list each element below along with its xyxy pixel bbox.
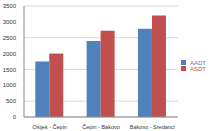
html-text:ASDT: ASDT	[190, 65, 206, 72]
svg-text:Čepin - Bakovo: Čepin - Bakovo	[82, 124, 120, 130]
svg-text:2000: 2000	[8, 51, 17, 57]
svg-text:500: 500	[8, 98, 17, 104]
svg-text:3000: 3000	[8, 19, 17, 25]
svg-text:2500: 2500	[8, 35, 17, 41]
svg-text:0: 0	[13, 114, 17, 120]
svg-text:3500: 3500	[8, 3, 17, 9]
svg-text:Bakovo - Sredanci: Bakovo - Sredanci	[130, 124, 175, 130]
html-text:AADT: AADT	[190, 59, 206, 66]
svg-text:1500: 1500	[8, 67, 17, 73]
svg-text:Osijek - Čepin: Osijek - Čepin	[32, 124, 67, 130]
svg-text:1000: 1000	[8, 82, 17, 88]
